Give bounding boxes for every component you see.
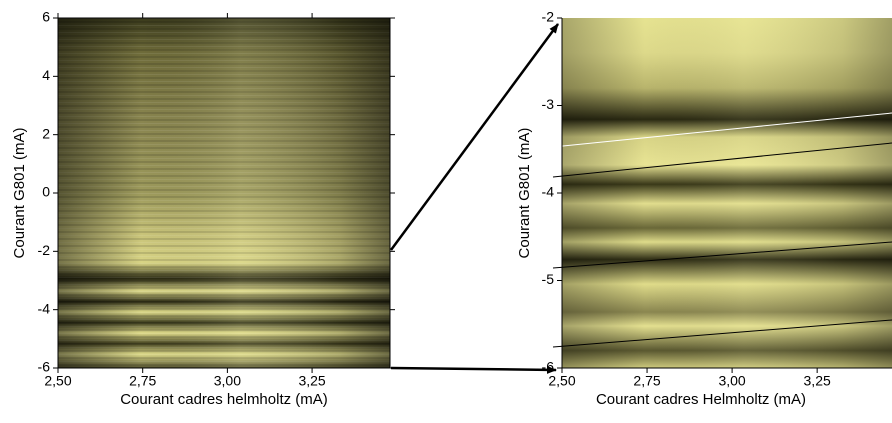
right-heatmap — [552, 18, 892, 368]
fit-line — [552, 241, 892, 269]
x-tick-label: 3,25 — [298, 373, 325, 389]
y-tick-label: -2 — [38, 242, 51, 258]
x-tick-label: 3,25 — [804, 373, 831, 389]
y-tick-label: -6 — [38, 359, 51, 375]
fit-line — [552, 142, 892, 178]
x-tick-label: 2,50 — [44, 373, 71, 389]
x-tick-label: 2,50 — [548, 373, 575, 389]
y-tick-label: 0 — [42, 184, 50, 200]
y-tick-label: -5 — [542, 271, 555, 287]
x-axis-label: Courant cadres Helmholtz (mA) — [596, 391, 806, 408]
fit-line — [552, 319, 892, 348]
x-tick-label: 3,00 — [214, 373, 241, 389]
x-axis-label: Courant cadres helmholtz (mA) — [120, 391, 328, 408]
y-tick-label: -6 — [542, 359, 555, 375]
y-axis-label: Courant G801 (mA) — [11, 128, 28, 259]
x-tick-label: 2,75 — [129, 373, 156, 389]
y-tick-label: 6 — [42, 9, 50, 25]
y-tick-label: -3 — [542, 96, 555, 112]
y-tick-label: 2 — [42, 125, 50, 141]
heatmap-shade — [562, 18, 892, 368]
x-tick-label: 3,00 — [718, 373, 745, 389]
y-tick-label: 4 — [42, 67, 50, 83]
heatmap-shade — [58, 18, 390, 368]
fit-line — [552, 112, 892, 148]
y-tick-label: -4 — [542, 184, 555, 200]
zoom-arrow — [390, 365, 557, 374]
y-tick-label: -2 — [542, 9, 555, 25]
left-heatmap — [58, 18, 390, 368]
zoom-arrow — [389, 23, 560, 251]
y-axis-label: Courant G801 (mA) — [516, 128, 533, 259]
y-tick-label: -4 — [38, 300, 51, 316]
x-tick-label: 2,75 — [633, 373, 660, 389]
